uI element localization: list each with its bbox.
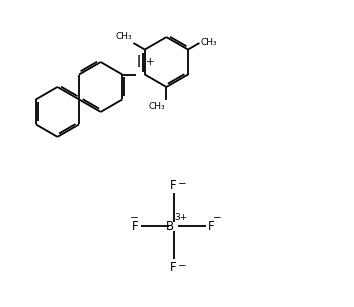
Text: CH₃: CH₃ bbox=[148, 102, 165, 111]
Text: F: F bbox=[208, 220, 215, 233]
Text: −: − bbox=[130, 213, 139, 223]
Text: −: − bbox=[213, 213, 222, 223]
Text: −: − bbox=[178, 261, 187, 271]
Text: F: F bbox=[170, 261, 177, 274]
Text: F: F bbox=[132, 220, 139, 233]
Text: +: + bbox=[146, 57, 155, 67]
Text: 3+: 3+ bbox=[174, 213, 188, 222]
Text: −: − bbox=[178, 179, 187, 189]
Text: CH₃: CH₃ bbox=[201, 38, 217, 48]
Text: B: B bbox=[165, 220, 173, 233]
Text: CH₃: CH₃ bbox=[115, 32, 132, 41]
Text: F: F bbox=[170, 179, 177, 192]
Text: I: I bbox=[136, 55, 141, 70]
